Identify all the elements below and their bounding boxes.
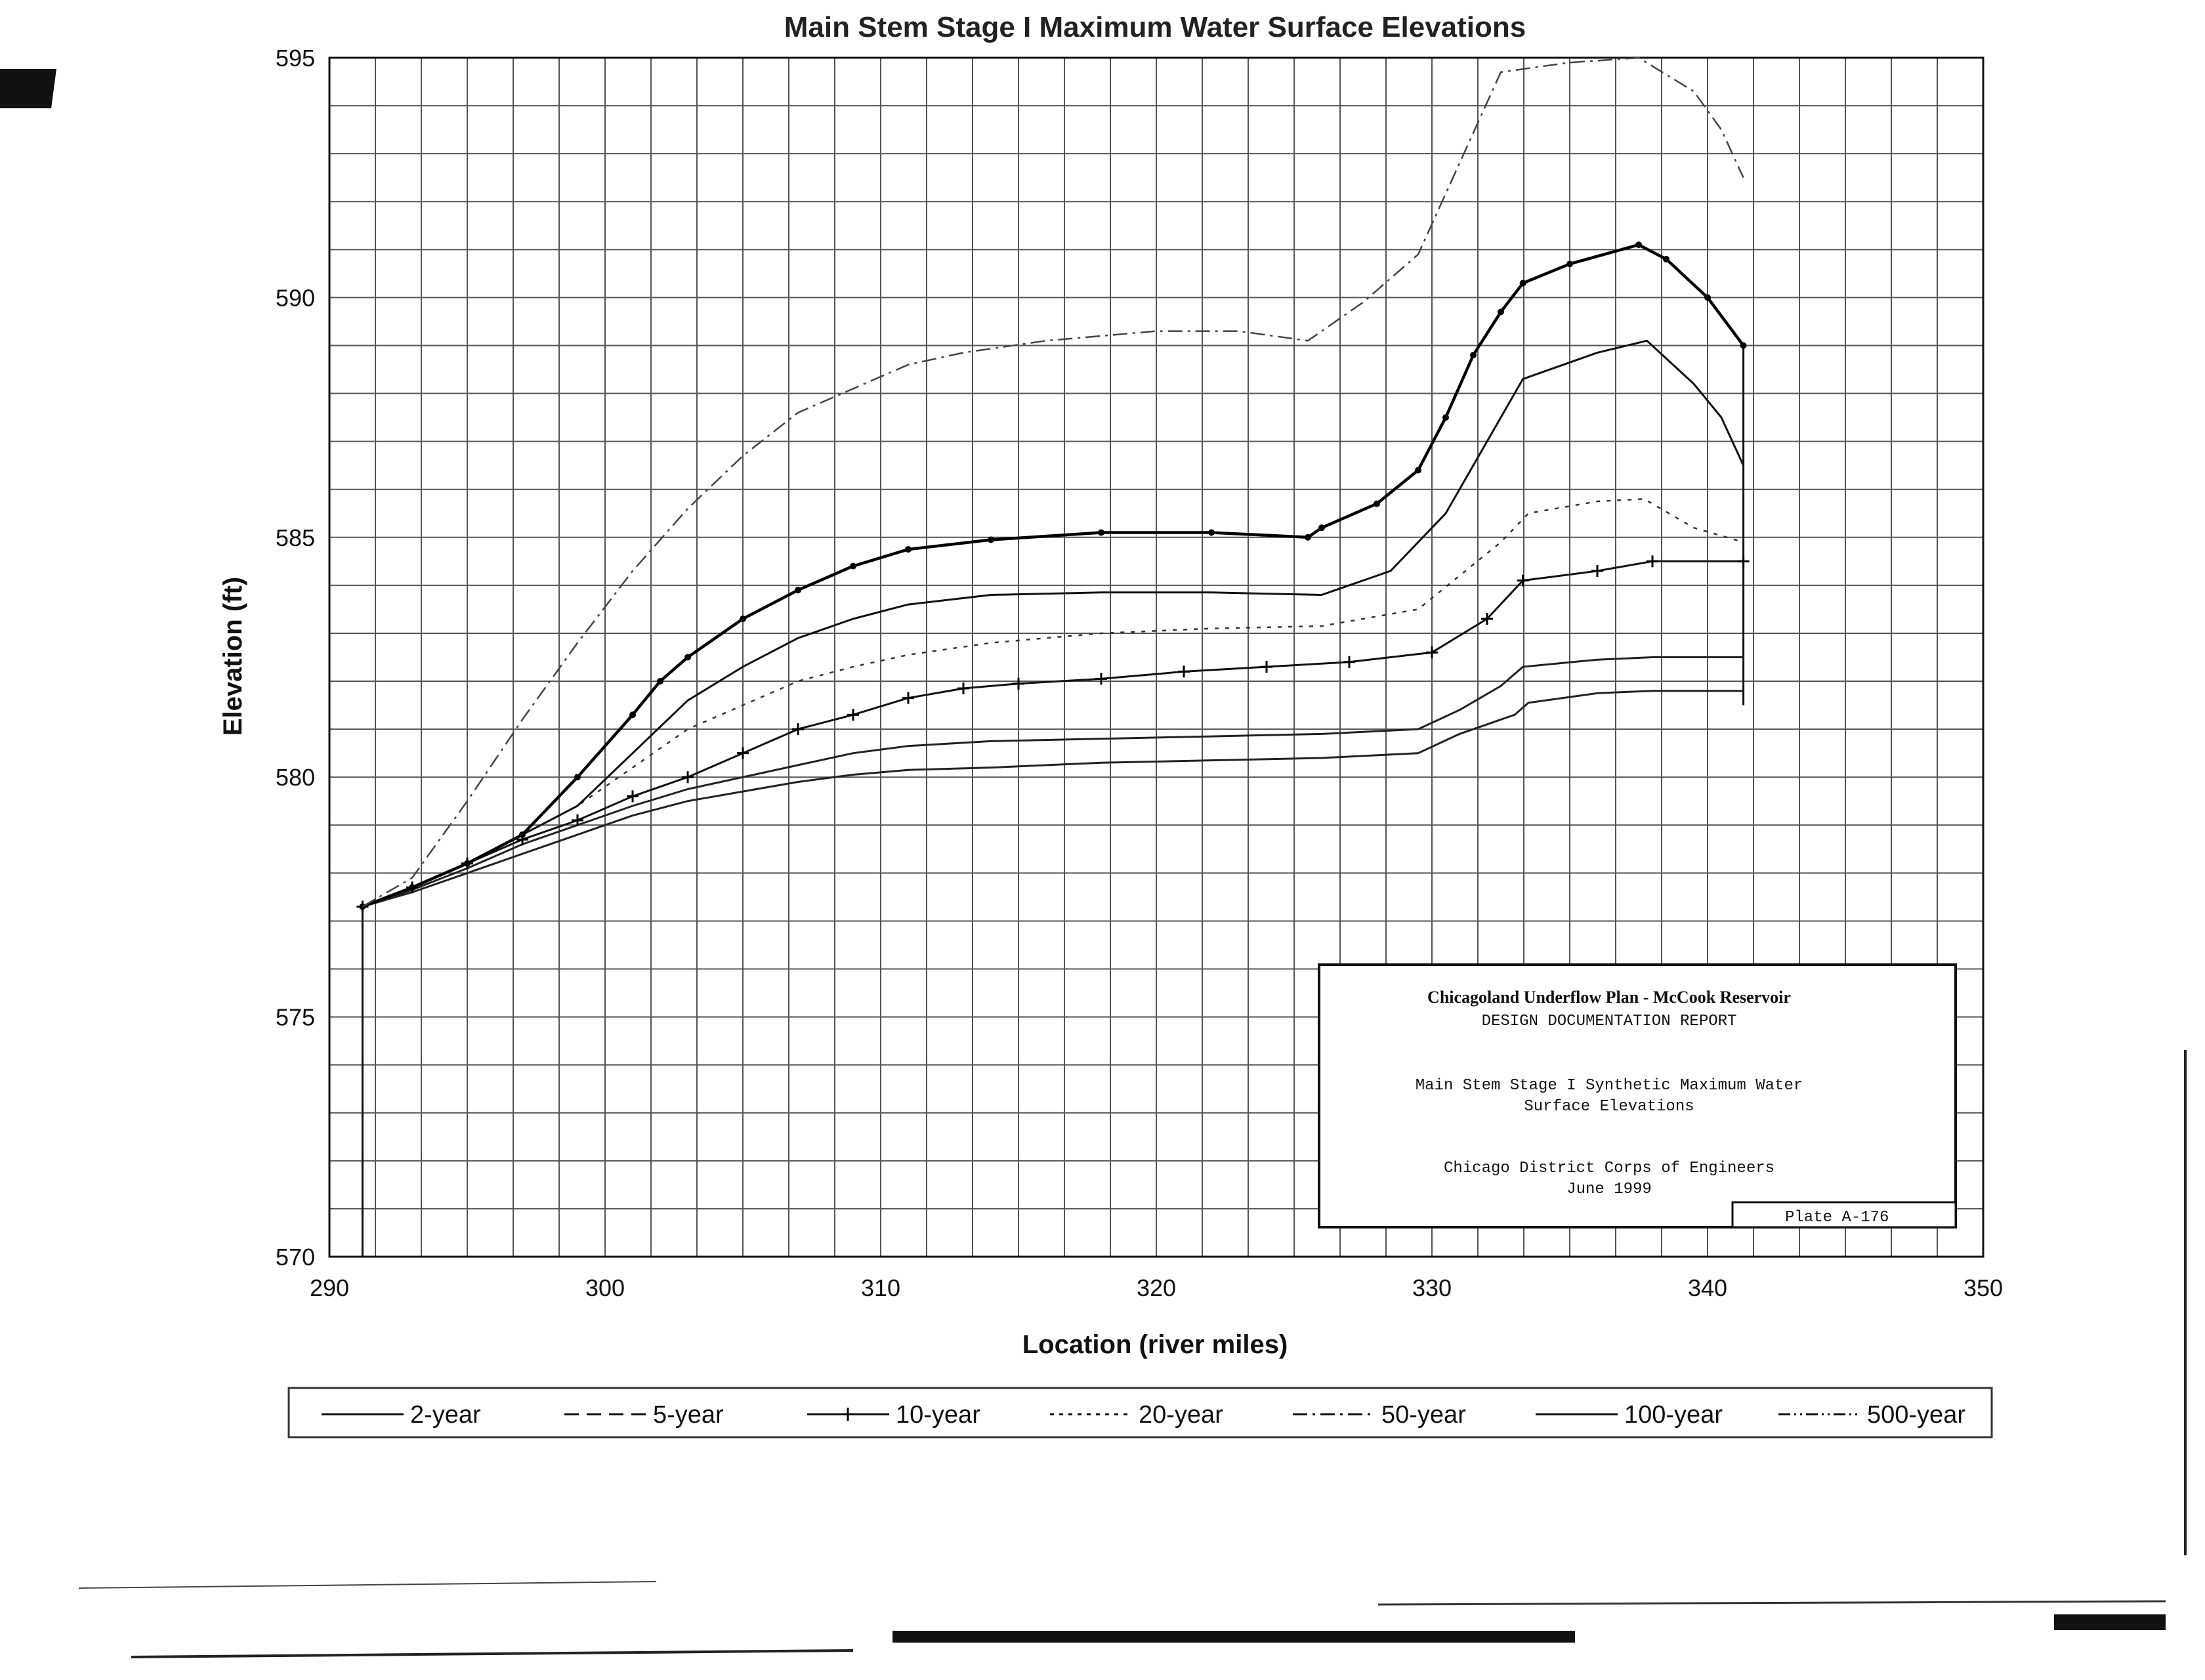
data-point <box>1343 656 1355 668</box>
y-tick-label: 575 <box>276 1004 315 1031</box>
data-point <box>359 903 366 910</box>
data-point <box>1426 646 1438 659</box>
data-point <box>574 774 581 781</box>
data-point <box>684 654 691 661</box>
legend-label-5-year: 5-year <box>653 1401 724 1429</box>
x-tick-label: 290 <box>310 1274 349 1301</box>
x-tick-label: 310 <box>861 1274 900 1301</box>
info-box-date: June 1999 <box>1566 1181 1652 1198</box>
plate-label: Plate A-176 <box>1785 1209 1889 1227</box>
data-point <box>1095 673 1107 685</box>
scan-artifact-line <box>131 1649 854 1658</box>
data-point <box>1481 613 1493 625</box>
data-point <box>629 711 636 719</box>
info-box-subject: Main Stem Stage I Synthetic Maximum Wate… <box>1416 1077 1803 1095</box>
x-tick-label: 330 <box>1412 1274 1452 1301</box>
data-point <box>902 692 914 704</box>
data-point <box>1591 564 1603 577</box>
series-line-10-year <box>362 560 1744 908</box>
scan-artifact-bar <box>892 1631 1575 1643</box>
y-tick-label: 590 <box>276 284 315 311</box>
data-point <box>1737 555 1750 568</box>
x-tick-label: 320 <box>1137 1274 1176 1301</box>
data-point <box>850 562 856 570</box>
info-box-project: Chicagoland Underflow Plan - McCook Rese… <box>1427 988 1791 1007</box>
x-tick-label: 350 <box>1964 1274 2003 1301</box>
scan-artifact-line <box>78 1581 657 1589</box>
data-point <box>1013 677 1024 690</box>
legend: 2-year 5-year 10-year 20-year 50-year 100-yea… <box>287 1387 1993 1438</box>
data-point <box>657 678 663 685</box>
data-point <box>740 616 746 623</box>
y-tick-label: 585 <box>276 524 315 551</box>
data-point <box>1635 242 1642 249</box>
data-point <box>1470 352 1477 359</box>
legend-label-10-year: 10-year <box>896 1401 980 1429</box>
x-axis-label: Location (river miles) <box>1022 1330 1288 1359</box>
data-point <box>792 723 804 736</box>
data-point <box>1208 529 1215 536</box>
info-box-border <box>1318 963 1957 1228</box>
info-box: Chicagoland Underflow Plan - McCook Rese… <box>1318 963 1957 1228</box>
data-point <box>957 682 969 694</box>
legend-label-500-year: 500-year <box>1867 1401 1965 1429</box>
data-point <box>1374 500 1380 507</box>
legend-label-2-year: 2-year <box>410 1401 481 1429</box>
data-point <box>988 536 994 543</box>
plot-border <box>328 56 1984 1258</box>
series-line-500-year <box>362 56 1744 908</box>
data-point <box>847 709 859 721</box>
info-box-report: DESIGN DOCUMENTATION REPORT <box>1482 1013 1737 1030</box>
data-point <box>682 771 694 784</box>
data-point <box>1442 414 1449 421</box>
info-box-subject-2: Surface Elevations <box>1524 1098 1694 1116</box>
data-point <box>627 790 639 803</box>
series-line-5-year <box>362 656 1744 908</box>
scan-artifact-line <box>1377 1600 2166 1606</box>
legend-label-100-year: 100-year <box>1624 1401 1723 1429</box>
data-point <box>572 814 583 826</box>
data-point <box>1704 294 1711 301</box>
scan-artifact-bar <box>2054 1614 2166 1630</box>
x-tick-label: 300 <box>585 1274 625 1301</box>
chart-title: Main Stem Stage I Maximum Water Surface … <box>784 11 1526 43</box>
data-point <box>1647 555 1658 568</box>
legend-label-20-year: 20-year <box>1139 1401 1223 1429</box>
data-point <box>905 546 912 553</box>
data-point <box>1566 261 1573 268</box>
plate-label-box <box>1731 1201 1957 1228</box>
data-point <box>519 831 526 838</box>
y-tick-label: 580 <box>276 764 315 791</box>
data-point <box>409 884 415 891</box>
legend-marker <box>841 1408 854 1421</box>
legend-label-50-year: 50-year <box>1381 1401 1466 1429</box>
legend-border <box>287 1387 1993 1438</box>
y-axis-label: Elevation (ft) <box>219 577 247 736</box>
data-point <box>1517 574 1529 587</box>
data-point <box>1740 342 1747 349</box>
y-tick-label: 595 <box>276 45 315 72</box>
series-line-2-year <box>362 690 1744 908</box>
series-line-100-year <box>362 243 1745 908</box>
data-point <box>1415 467 1421 474</box>
y-tick-label: 570 <box>276 1244 315 1270</box>
data-point <box>464 860 471 867</box>
x-tick-label: 340 <box>1688 1274 1727 1301</box>
data-point <box>1498 308 1504 316</box>
data-point <box>1178 665 1190 678</box>
data-point <box>795 587 801 594</box>
data-point <box>1305 534 1311 541</box>
data-point <box>1318 524 1325 532</box>
series-line-20-year <box>362 498 1744 908</box>
data-point <box>1261 661 1272 673</box>
scan-artifact-mark <box>0 69 56 108</box>
data-point <box>1519 280 1526 287</box>
info-box-district: Chicago District Corps of Engineers <box>1444 1160 1774 1177</box>
data-point <box>1663 255 1670 262</box>
data-point <box>1098 529 1104 536</box>
series-line-50-year <box>362 339 1744 908</box>
data-point <box>737 747 749 759</box>
